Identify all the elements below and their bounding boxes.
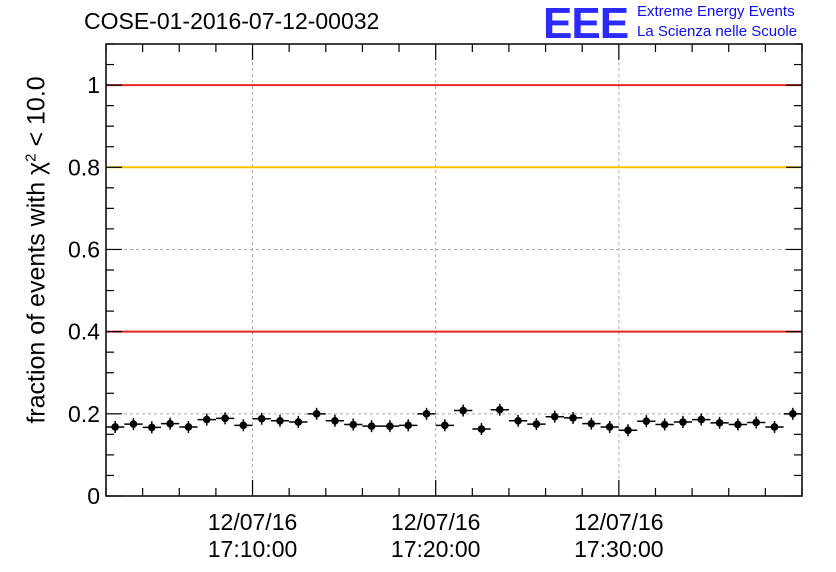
data-point — [679, 418, 687, 426]
data-point — [770, 423, 779, 431]
data-point — [587, 419, 596, 428]
data-point — [349, 420, 358, 429]
data-point — [184, 423, 193, 431]
eee-logo: EEE — [543, 0, 629, 48]
data-point — [660, 420, 669, 429]
data-point — [239, 421, 248, 430]
data-point — [147, 423, 156, 432]
data-point — [294, 418, 303, 426]
data-point — [697, 415, 706, 424]
data-point — [257, 414, 266, 423]
data-point — [404, 421, 413, 430]
data-point — [550, 412, 559, 421]
data-point — [422, 410, 431, 418]
logo-line-1: Extreme Energy Events — [637, 3, 795, 20]
y-tick-label: 0.6 — [68, 236, 100, 262]
y-tick-label: 0.8 — [68, 154, 100, 180]
data-point — [715, 419, 724, 427]
data-point — [221, 414, 229, 423]
data-point — [459, 406, 467, 415]
data-point — [331, 417, 339, 425]
y-tick-label: 0 — [87, 483, 100, 509]
x-tick-time-label: 17:10:00 — [208, 536, 298, 562]
data-point — [532, 420, 541, 428]
data-point — [642, 417, 651, 426]
data-point — [129, 420, 138, 428]
logo-line-2: La Scienza nelle Scuole — [637, 23, 798, 40]
data-point — [276, 417, 284, 425]
data-point — [605, 423, 614, 431]
data-point — [166, 419, 174, 428]
data-point — [202, 415, 211, 424]
x-tick-date-label: 12/07/16 — [208, 509, 298, 535]
chart-title: COSE-01-2016-07-12-00032 — [84, 8, 380, 34]
data-point — [477, 425, 486, 433]
x-tick-date-label: 12/07/16 — [574, 509, 664, 535]
data-point — [514, 417, 522, 425]
data-point — [734, 420, 742, 429]
y-tick-label: 0.4 — [68, 319, 100, 345]
x-tick-time-label: 17:20:00 — [391, 536, 481, 562]
data-point — [312, 410, 321, 418]
y-tick-label: 1 — [87, 72, 100, 98]
plot-frame — [105, 43, 803, 497]
x-tick-date-label: 12/07/16 — [391, 509, 481, 535]
data-point — [569, 414, 577, 422]
data-point — [789, 410, 797, 418]
data-point — [111, 423, 119, 431]
y-tick-label: 0.2 — [68, 401, 100, 427]
data-point — [752, 418, 761, 427]
data-point — [386, 422, 394, 430]
logo-caption: Extreme Energy Events La Scienza nelle S… — [637, 2, 797, 42]
data-point — [441, 421, 449, 430]
data-point — [367, 422, 376, 430]
data-point — [495, 405, 504, 414]
x-tick-time-label: 17:30:00 — [574, 536, 664, 562]
data-point — [624, 426, 632, 435]
